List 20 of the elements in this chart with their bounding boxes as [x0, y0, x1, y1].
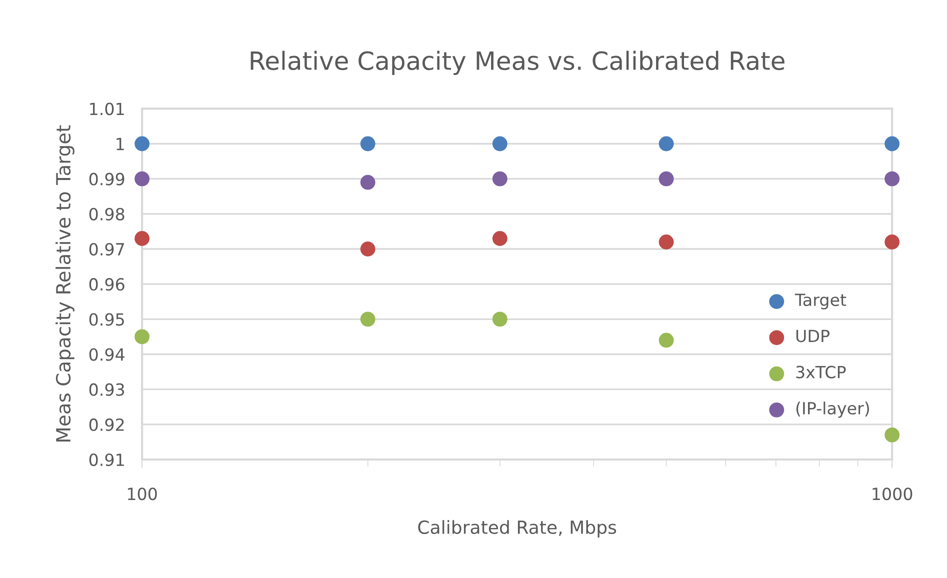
y-tick-label: 0.91: [89, 453, 124, 466]
y-tick-label: 1: [116, 138, 124, 150]
y-tick-label: 0.95: [89, 313, 124, 326]
x-tick-label: 100: [128, 488, 157, 500]
y-tick-label: 1.01: [90, 102, 124, 116]
y-tick-label: 0.99: [89, 172, 124, 186]
legend-label: (IP-layer): [796, 402, 869, 418]
x-axis-title: Calibrated Rate, Mbps: [418, 520, 616, 538]
y-tick-label: 0.92: [89, 418, 124, 431]
y-tick-label: 0.97: [89, 242, 124, 256]
x-tick-label: 1000: [872, 488, 912, 500]
y-tick-label: 0.94: [89, 348, 124, 361]
chart-title: Relative Capacity Meas vs. Calibrated Rate: [250, 50, 784, 75]
y-tick-label: 0.98: [89, 208, 124, 220]
legend-label: Target: [794, 294, 846, 310]
y-tick-label: 0.96: [89, 278, 124, 291]
y-axis-title: Meas Capacity Relative to Target: [56, 125, 74, 442]
legend-label: UDP: [796, 330, 830, 342]
legend-label: 3xTCP: [796, 366, 846, 378]
y-tick-label: 0.93: [89, 383, 124, 396]
